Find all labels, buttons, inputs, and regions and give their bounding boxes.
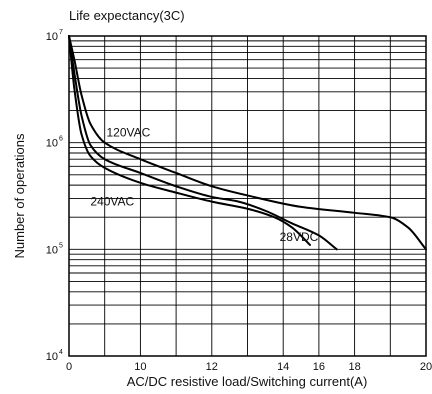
y-tick-exponent: 7	[59, 29, 63, 36]
series-lines	[68, 35, 427, 251]
x-tick-label: 12	[206, 361, 218, 373]
y-axis-title: Number of operations	[12, 133, 27, 259]
series-label-28vdc: 28VDC	[280, 230, 319, 244]
x-tick-label: 10	[134, 361, 146, 373]
x-tick-label: 18	[348, 361, 360, 373]
series-line-120vac	[68, 35, 427, 251]
y-tick-label: 10	[46, 244, 58, 256]
y-tick-exponent: 4	[59, 349, 63, 356]
series-labels: 120VAC 240VAC 28VDC	[90, 125, 318, 244]
series-label-120vac: 120VAC	[106, 125, 150, 139]
x-tick-label: 16	[313, 361, 325, 373]
y-tick-exponent: 5	[59, 242, 63, 249]
series-label-240vac: 240VAC	[90, 195, 134, 209]
chart-title: Life expectancy(3C)	[69, 8, 185, 23]
plot-frame	[68, 35, 427, 357]
y-tick-label: 10	[46, 351, 58, 363]
y-tick-label: 10	[46, 138, 58, 150]
series-line-28vdc	[68, 35, 311, 246]
x-tick-label: 20	[420, 361, 432, 373]
y-tick-exponent: 6	[59, 136, 63, 143]
x-tick-label: 0	[66, 361, 72, 373]
series-line-240vac	[68, 35, 338, 251]
x-axis-title: AC/DC resistive load/Switching current(A…	[127, 374, 368, 389]
y-tick-label: 10	[46, 31, 58, 43]
x-tick-label: 14	[277, 361, 289, 373]
